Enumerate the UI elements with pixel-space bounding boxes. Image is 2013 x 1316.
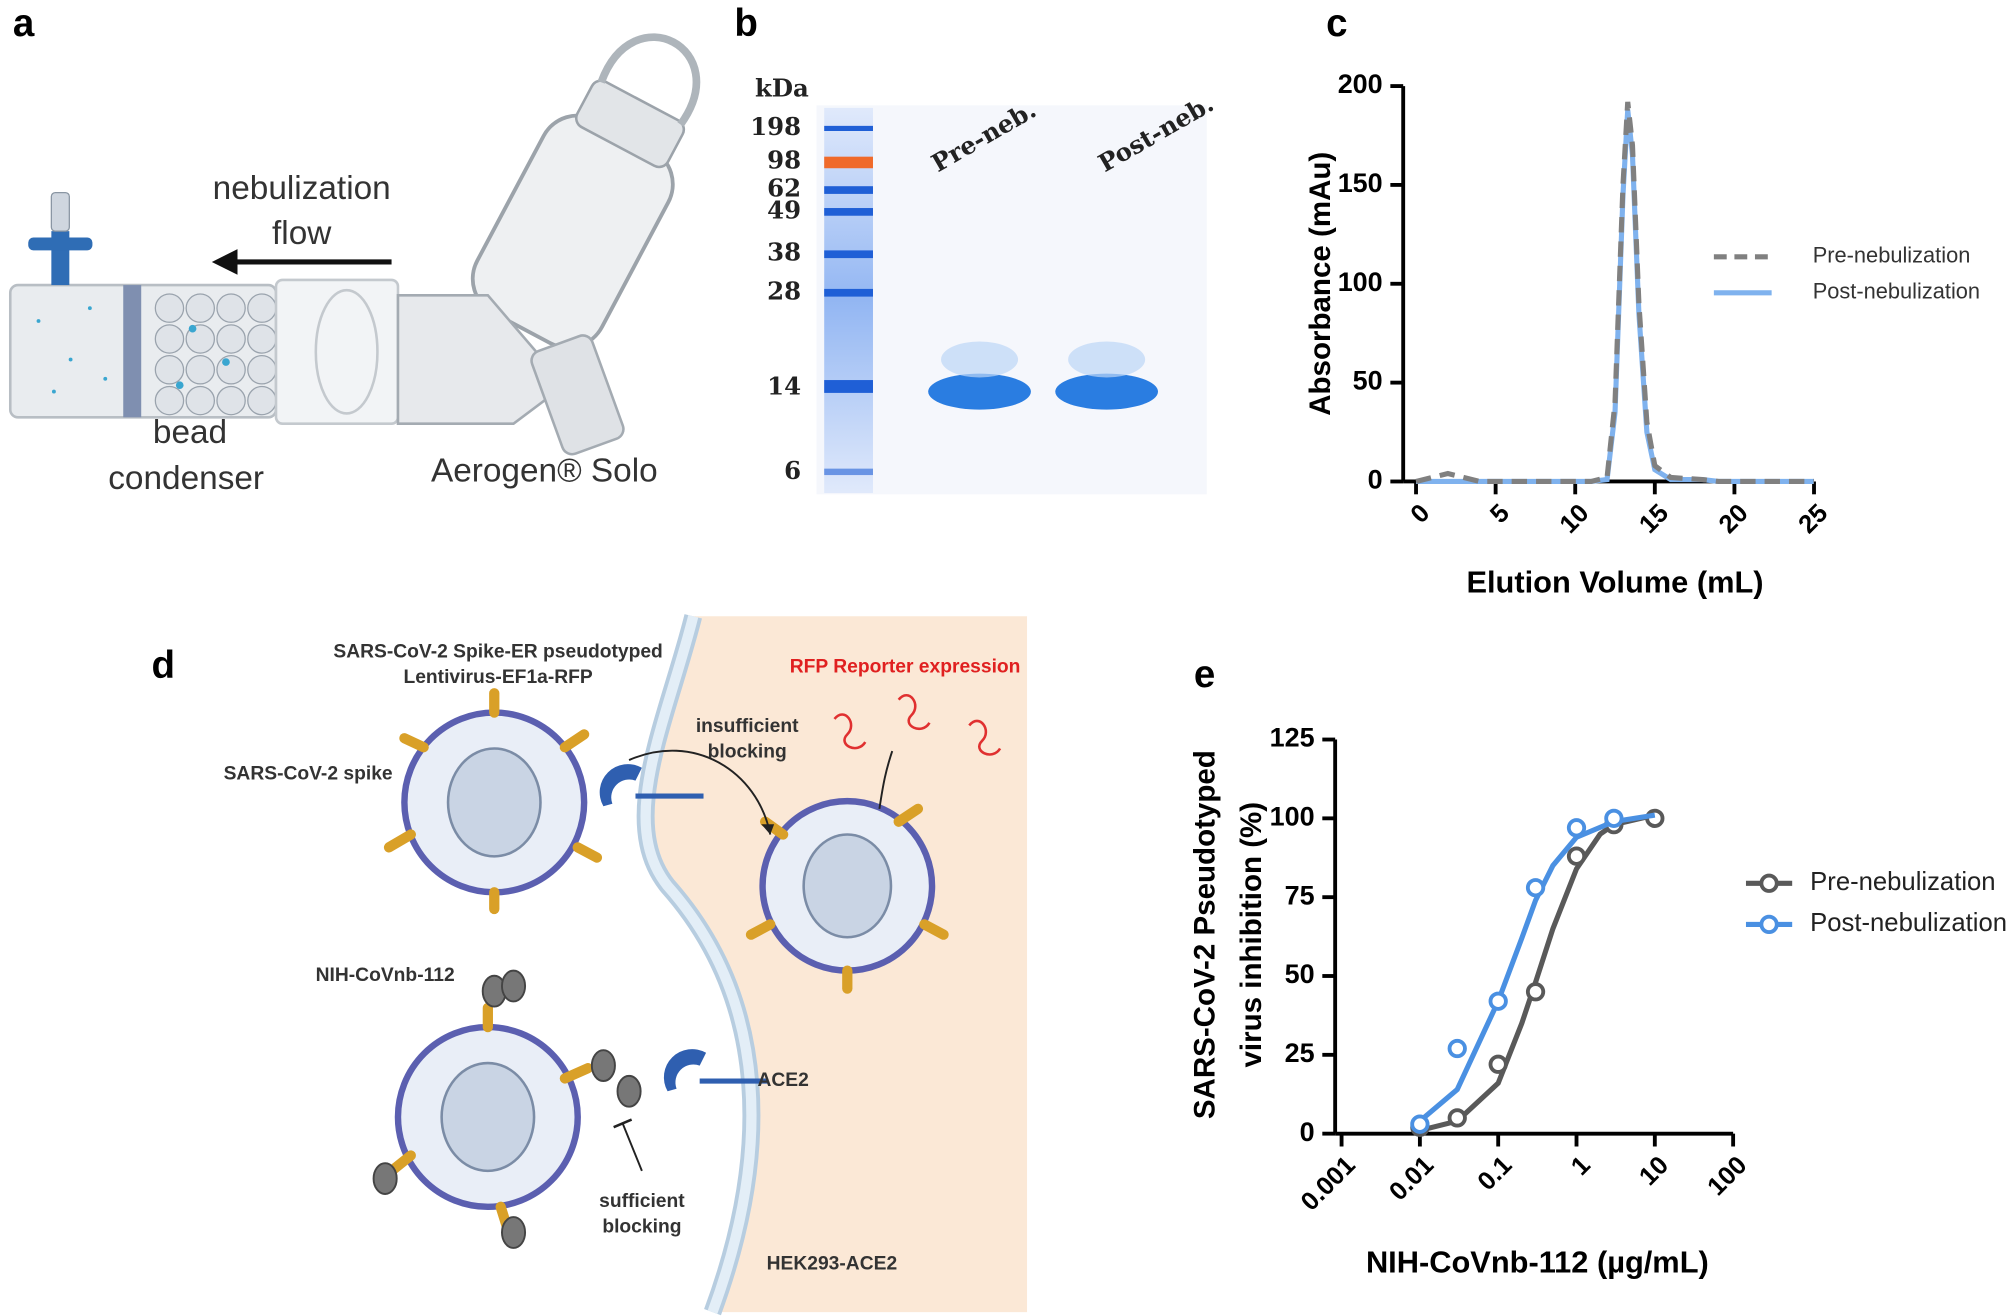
data-point (1525, 878, 1546, 898)
flow-label: flow (272, 215, 332, 252)
data-point (1447, 1108, 1467, 1128)
x-tick-label: 10 (1555, 499, 1595, 539)
x-axis-label: Elution Volume (mL) (1466, 564, 1763, 599)
legend-label: Post-nebulization (1813, 279, 1980, 304)
legend-label: Pre-nebulization (1813, 243, 1971, 268)
x-tick-label: 100 (1702, 1151, 1752, 1201)
data-point (1525, 982, 1546, 1002)
data-point (1566, 818, 1587, 838)
panel-letter: a (13, 2, 35, 45)
ladder-label: 98 (767, 145, 801, 174)
virus-title: SARS-CoV-2 Spike-ER pseudotyped (333, 641, 662, 662)
x-tick-label: 0.001 (1296, 1151, 1361, 1216)
ladder-label: 49 (767, 195, 801, 224)
y-tick-label: 125 (1270, 723, 1315, 753)
y-tick-label: 0 (1368, 465, 1383, 495)
cell-label: HEK293-ACE2 (767, 1254, 898, 1275)
y-axis-label: SARS-CoV-2 Pseudotyped (1189, 750, 1222, 1119)
x-tick-label: 0.01 (1384, 1151, 1439, 1206)
ladder-label: 62 (767, 174, 801, 203)
chart: 0 25 50 75 100 125 0.001 0.01 0.1 1 10 100 NIH-CoVnb… (1189, 723, 2007, 1280)
panel-letter: d (151, 644, 175, 687)
fit-curve (1418, 812, 1656, 1124)
x-tick-label: 10 (1634, 1151, 1674, 1191)
x-tick-label: 5 (1485, 499, 1515, 529)
spike-label: SARS-CoV-2 spike (224, 763, 393, 784)
panel-letter: c (1326, 2, 1347, 45)
x-tick-label: 0.1 (1472, 1151, 1517, 1196)
nanobody-label: NIH-CoVnb-112 (316, 965, 455, 986)
y-axis-label: Absorbance (mAu) (1304, 152, 1337, 416)
condenser-label: condenser (108, 460, 264, 497)
insufficient-label: insufficient (696, 716, 799, 737)
sufficient-label: sufficient (599, 1191, 685, 1212)
sufficient-label: blocking (602, 1216, 681, 1237)
gel-unit: kDa (755, 73, 809, 102)
legend-label: Pre-nebulization (1810, 868, 1995, 896)
x-axis-label: NIH-CoVnb-112 (µg/mL) (1366, 1245, 1709, 1280)
series-line (1415, 101, 1815, 485)
y-tick-label: 150 (1338, 168, 1383, 198)
insufficient-label: blocking (708, 741, 787, 762)
ladder-label: 38 (767, 238, 801, 267)
x-tick-label: 1 (1566, 1151, 1596, 1181)
data-point (1488, 1054, 1508, 1074)
nebulizer-illustration (8, 33, 701, 456)
legend-marker (1759, 914, 1779, 935)
x-tick-label: 15 (1634, 499, 1674, 539)
x-tick-label: 25 (1793, 499, 1833, 539)
ladder-label: 198 (750, 112, 801, 141)
data-point (1410, 1114, 1430, 1134)
flow-label: nebulization (213, 170, 391, 207)
fit-curve (1419, 812, 1656, 1133)
data-point (1566, 846, 1587, 866)
y-axis-label: virus inhibition (%) (1235, 802, 1268, 1068)
device-label: Aerogen® Solo (431, 452, 658, 489)
condenser-label: bead (153, 414, 227, 451)
ladder-label: 28 (767, 276, 801, 305)
y-tick-label: 200 (1338, 69, 1383, 99)
legend-marker (1759, 873, 1779, 893)
y-tick-label: 0 (1300, 1117, 1315, 1147)
legend-label: Post-nebulization (1810, 909, 2007, 937)
y-tick-label: 50 (1353, 366, 1383, 396)
ladder-label: 6 (784, 456, 801, 485)
data-point (1447, 1038, 1467, 1059)
data-point (1604, 808, 1624, 828)
panel-letter: b (734, 2, 758, 45)
data-point (1488, 991, 1508, 1011)
chart: 0 50 100 150 200 0 5 10 15 20 25 Elution Volume (mL… (1304, 69, 1980, 599)
panel-letter: e (1194, 653, 1215, 696)
y-tick-label: 50 (1285, 959, 1315, 989)
x-tick-label: 20 (1714, 499, 1754, 539)
ladder-label: 14 (767, 371, 801, 400)
x-tick-label: 0 (1405, 499, 1435, 529)
y-tick-label: 100 (1338, 267, 1383, 297)
gel-image (816, 105, 1207, 495)
reporter-label: RFP Reporter expression (790, 657, 1021, 678)
y-tick-label: 25 (1285, 1038, 1315, 1068)
ace2-label: ACE2 (757, 1070, 808, 1091)
mechanism-diagram (372, 614, 1028, 1316)
y-tick-label: 100 (1270, 801, 1315, 831)
y-tick-label: 75 (1285, 880, 1315, 910)
virus-title: Lentivirus-EF1a-RFP (403, 667, 592, 688)
